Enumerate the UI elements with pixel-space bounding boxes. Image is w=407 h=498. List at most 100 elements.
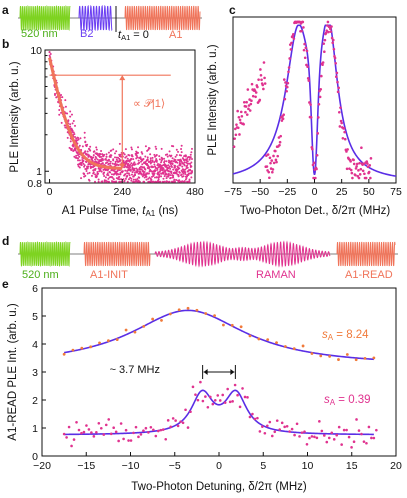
chart-b-point-440 [109, 171, 112, 174]
chart-b-point-929 [167, 174, 170, 177]
chart-e-point-s2-78 [256, 416, 259, 420]
chart-b-point-91 [66, 136, 69, 139]
pulse-raman [154, 240, 331, 268]
chart-c-point-32 [251, 94, 255, 98]
chart-e-point-s2-29 [134, 425, 138, 429]
chart-b-point-756 [147, 148, 150, 151]
chart-e-point-s2-64 [221, 393, 225, 397]
chart-b-point-725 [143, 171, 146, 174]
chart-b-point-752 [146, 159, 149, 162]
chart-c-point-24 [247, 107, 250, 111]
chart-e-point-s2-99 [308, 436, 311, 440]
chart-c-point-189 [345, 167, 349, 171]
chart-b-point-818 [154, 169, 157, 172]
chart-c-point-166 [332, 38, 335, 42]
chart-c-point-39 [256, 85, 259, 89]
chart-c-point-170 [334, 61, 337, 65]
chart-b-point-606 [129, 166, 132, 169]
label-b2-a: B2 [80, 28, 93, 40]
chart-b-point-1111 [190, 161, 193, 164]
chart-b-point-464 [111, 176, 114, 179]
chart-b-point-1019 [178, 171, 181, 174]
chart-e-point-s2-2 [67, 425, 71, 429]
chart-c-point-78 [279, 134, 283, 138]
chart-b-point-486 [114, 162, 117, 165]
chart-e-point-s2-37 [154, 434, 158, 438]
chart-b-point-302 [92, 156, 95, 159]
chart-b-point-450 [110, 154, 113, 157]
chart-c-point-16 [242, 122, 245, 126]
chart-b-point-465 [112, 148, 115, 151]
chart-b-point-1058 [183, 164, 186, 167]
chart-e-point-s1-10 [151, 317, 155, 321]
chart-c-point-161 [329, 27, 332, 31]
chart-c-point-229 [369, 157, 373, 160]
chart-b-point-319 [94, 158, 96, 161]
chart-b-point-887 [163, 169, 166, 172]
chart-c-point-2 [233, 127, 237, 131]
chart-e-xtick-label-3: −5 [169, 460, 181, 472]
chart-e-point-s1-15 [195, 308, 199, 312]
chart-e-xtick-label-5: 5 [260, 460, 266, 472]
chart-b-point-668 [136, 178, 139, 181]
chart-b-point-1064 [184, 168, 187, 171]
chart-b-point-1077 [186, 164, 189, 167]
chart-c-point-17 [242, 100, 246, 104]
chart-b-point-128 [70, 148, 73, 151]
chart-e-point-s2-100 [310, 435, 314, 438]
chart-c-point-3 [234, 133, 238, 137]
chart-b-point-624 [130, 148, 133, 151]
chart-b-point-962 [172, 168, 175, 171]
chart-c-point-211 [358, 173, 362, 176]
chart-b-point-715 [142, 157, 145, 160]
chart-c-point-142 [317, 102, 321, 106]
chart-b-point-826 [155, 159, 158, 162]
chart-c-point-178 [339, 106, 342, 109]
chart-b-point-993 [175, 148, 178, 151]
chart-e-point-s1-23 [266, 338, 270, 342]
chart-b-point-996 [176, 161, 179, 164]
chart-b-point-906 [165, 164, 168, 167]
chart-c-point-124 [306, 77, 310, 80]
chart-b-point-892 [163, 180, 166, 183]
chart-b-point-934 [168, 166, 171, 169]
chart-e-point-s2-77 [253, 417, 257, 421]
chart-b-point-945 [170, 154, 173, 157]
chart-b-point-704 [140, 168, 143, 171]
chart-c-point-131 [311, 147, 314, 151]
chart-c-point-180 [340, 121, 343, 125]
chart-c-point-80 [280, 119, 284, 122]
chart-c-point-125 [307, 79, 311, 82]
chart-e-point-s2-90 [285, 424, 289, 428]
chart-b-point-885 [163, 157, 166, 160]
chart-b-point-410 [105, 153, 108, 156]
chart-b-point-407 [104, 157, 107, 160]
chart-b-point-534 [120, 178, 123, 181]
chart-b-point-617 [130, 146, 133, 149]
chart-c-point-193 [348, 167, 351, 170]
chart-c-xtick-label-3: 0 [312, 186, 318, 198]
chart-e-point-s2-17 [104, 423, 108, 427]
chart-c-fit-curve [232, 24, 397, 177]
chart-e-point-s2-101 [313, 435, 316, 439]
chart-e-point-s2-119 [357, 429, 361, 432]
chart-e-point-s2-45 [174, 419, 177, 422]
chart-e-point-s2-118 [355, 418, 358, 421]
chart-c-point-28 [249, 102, 253, 106]
chart-b-point-419 [106, 159, 109, 162]
chart-b-point-459 [110, 173, 113, 176]
chart-c-point-90 [286, 81, 290, 85]
chart-c-point-136 [314, 176, 317, 180]
chart-c-point-172 [335, 71, 339, 75]
chart-e-point-s2-88 [280, 421, 284, 425]
chart-b-point-427 [107, 177, 110, 180]
chart-b-point-1046 [182, 175, 185, 178]
chart-c-xtick-label-2: −25 [278, 186, 296, 198]
chart-b-point-758 [147, 177, 150, 180]
chart-e-point-s2-87 [278, 428, 282, 431]
chart-c-point-210 [358, 161, 361, 165]
chart-b-point-446 [109, 160, 112, 163]
chart-b-point-894 [163, 175, 166, 178]
chart-b-point-445 [109, 155, 112, 158]
